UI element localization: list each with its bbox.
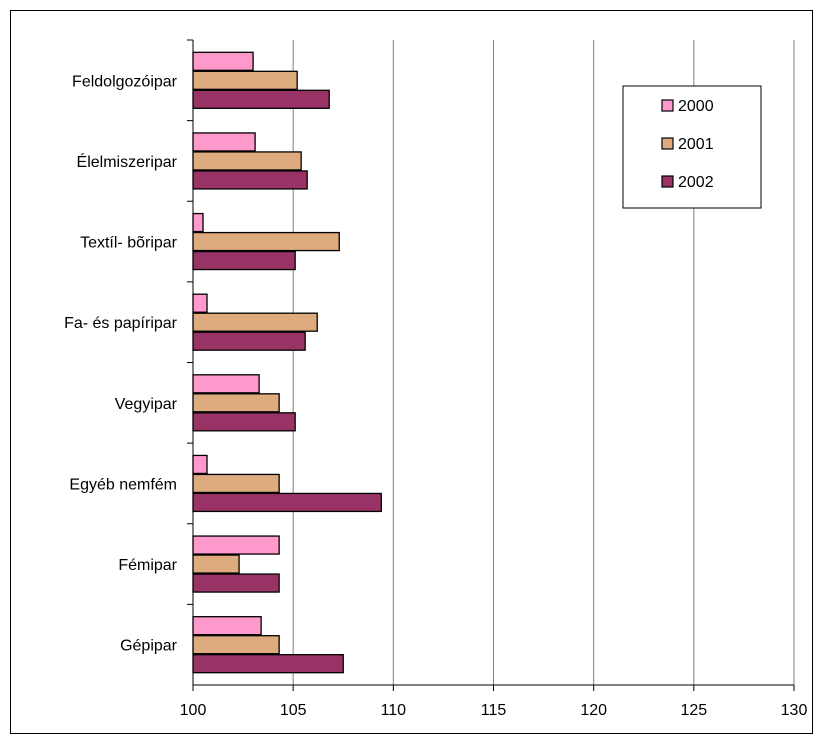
bar-2002 [192, 412, 296, 432]
x-tick-label: 115 [481, 702, 507, 719]
bar-2001 [192, 393, 280, 413]
axes [187, 39, 795, 691]
bar-2002 [192, 654, 344, 674]
bar-2001 [192, 151, 302, 171]
bar-2002 [192, 250, 296, 271]
x-tick-label: 120 [580, 702, 607, 719]
x-tick-label: 105 [280, 702, 307, 719]
bar-2001 [192, 70, 298, 90]
category-label: Egyéb nemfém [69, 476, 177, 493]
bar-2000 [192, 212, 204, 233]
bar-2000 [192, 51, 254, 71]
legend-label-2000: 2000 [678, 98, 714, 115]
category-label: Fémipar [118, 557, 177, 574]
category-label: Textíl- bõripar [80, 235, 178, 252]
bar-2002 [192, 170, 308, 190]
bar-2000 [192, 616, 262, 636]
category-label: Feldolgozóipar [72, 73, 178, 90]
legend-label-2002: 2002 [678, 174, 714, 191]
legend-label-2001: 2001 [678, 136, 714, 153]
x-tick-label: 100 [180, 702, 207, 719]
bar-2000 [192, 132, 256, 152]
legend-swatch-2000 [661, 99, 674, 112]
legend-box [622, 85, 762, 209]
bar-2000 [192, 374, 260, 394]
category-label: Élelmiszeripar [77, 152, 178, 171]
bar-2001 [192, 231, 340, 252]
category-label: Gépipar [120, 638, 178, 655]
x-tick-label: 130 [781, 702, 808, 719]
category-label: Vegyipar [115, 396, 178, 413]
x-tick-label: 110 [381, 702, 407, 719]
bar-2000 [192, 535, 280, 555]
bar-2002 [192, 331, 306, 351]
bars [192, 51, 382, 674]
category-label: Fa- és papíripar [64, 315, 178, 332]
bar-2000 [192, 454, 208, 475]
bar-2002 [192, 573, 280, 593]
x-tick-label: 125 [680, 702, 707, 719]
bar-2002 [192, 492, 382, 513]
bar-2001 [192, 554, 240, 574]
bar-2002 [192, 89, 330, 109]
category-labels: Feldolgozóipar Élelmiszeripar Textíl- bõri… [64, 73, 178, 654]
legend-swatch-2001 [661, 137, 674, 150]
bar-2001 [192, 473, 280, 494]
bar-2001 [192, 635, 280, 655]
legend-swatch-2002 [661, 175, 674, 188]
bar-2001 [192, 312, 318, 332]
legend: 2000 2001 2002 [622, 85, 762, 209]
tick-labels: 100 105 110 115 120 125 130 [180, 702, 808, 719]
bar-2000 [192, 293, 208, 313]
